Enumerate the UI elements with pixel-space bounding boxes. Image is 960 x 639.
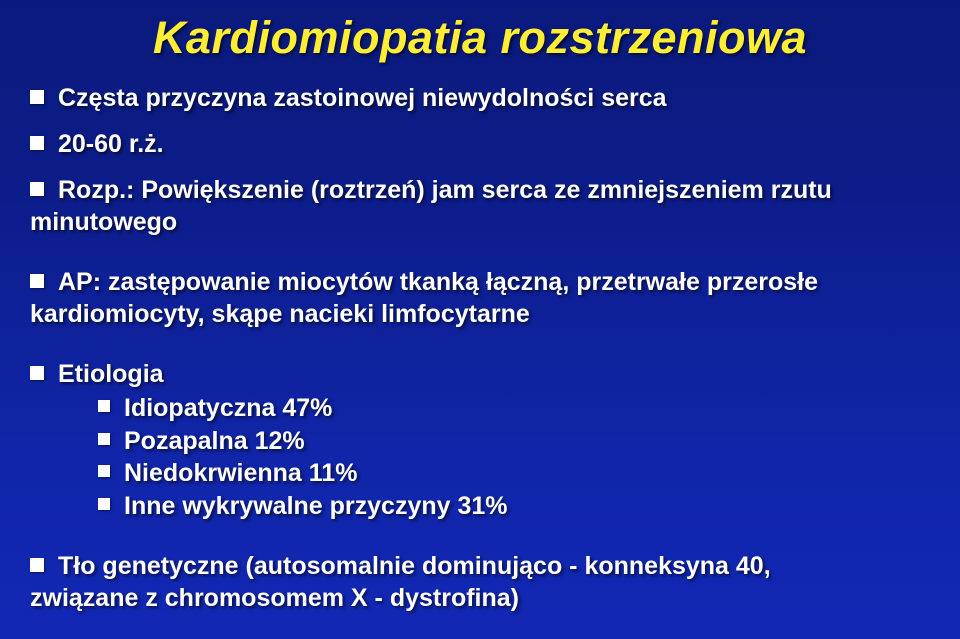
rozp-list: Rozp.: Powiększenie (roztrzeń) jam serca… xyxy=(30,174,930,238)
etiology-label: Etiologia xyxy=(58,360,164,388)
etio-sub-3: Niedokrwienna 11% xyxy=(98,457,930,490)
slide: Kardiomiopatia rozstrzeniowa Częsta przy… xyxy=(0,0,960,639)
rozp-item: Rozp.: Powiększenie (roztrzeń) jam serca… xyxy=(30,174,930,238)
etio-sub-1: Idiopatyczna 47% xyxy=(98,392,930,425)
ap-line-b: kardiomiocyty, skąpe nacieki limfocytarn… xyxy=(30,298,530,330)
genetic-line-a: Tło genetyczne (autosomalnie dominująco … xyxy=(58,552,771,580)
rozp-line-a: Rozp.: Powiększenie (roztrzeń) jam serca… xyxy=(58,176,832,204)
etio-sub-2: Pozapalna 12% xyxy=(98,425,930,458)
etiology-sublist: Idiopatyczna 47% Pozapalna 12% Niedokrwi… xyxy=(98,392,930,522)
genetic-list: Tło genetyczne (autosomalnie dominująco … xyxy=(30,550,930,614)
rozp-line-b: minutowego xyxy=(30,206,177,238)
etiology-list: Etiologia Idiopatyczna 47% Pozapalna 12%… xyxy=(30,358,930,522)
ap-line-a: AP: zastępowanie miocytów tkanką łączną,… xyxy=(58,268,818,296)
intro-item-1: Częsta przyczyna zastoinowej niewydolnoś… xyxy=(30,82,930,114)
slide-title: Kardiomiopatia rozstrzeniowa xyxy=(30,12,930,64)
ap-list: AP: zastępowanie miocytów tkanką łączną,… xyxy=(30,266,930,330)
genetic-item: Tło genetyczne (autosomalnie dominująco … xyxy=(30,550,930,614)
etio-sub-4: Inne wykrywalne przyczyny 31% xyxy=(98,490,930,523)
etiology-item: Etiologia Idiopatyczna 47% Pozapalna 12%… xyxy=(30,358,930,522)
intro-list: Częsta przyczyna zastoinowej niewydolnoś… xyxy=(30,82,930,114)
genetic-line-b: związane z chromosomem X - dystrofina) xyxy=(30,582,519,614)
age-list: 20-60 r.ż. xyxy=(30,128,930,160)
intro-item-2: 20-60 r.ż. xyxy=(30,128,930,160)
ap-item: AP: zastępowanie miocytów tkanką łączną,… xyxy=(30,266,930,330)
